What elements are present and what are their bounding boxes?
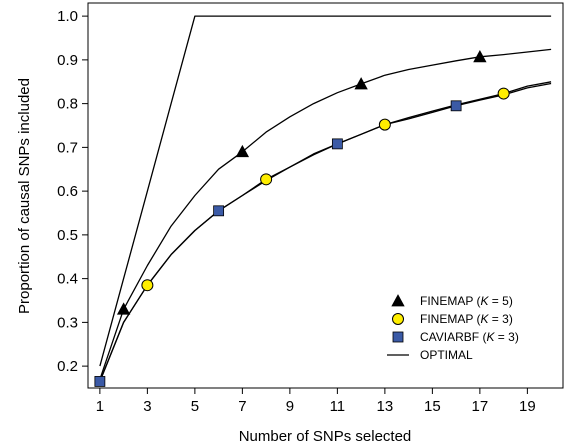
- series-line-3: [99, 15, 552, 367]
- y-tick-label: 0.4: [57, 271, 78, 288]
- y-axis: 0.2 0.3 0.4 0.5 0.6 0.7 0.8 0.9 1.0: [57, 8, 88, 375]
- series-0-point: [354, 77, 368, 90]
- legend-entry-2: CAVIARBF (K = 3): [420, 330, 519, 344]
- x-tick-label: 17: [472, 398, 489, 415]
- x-axis-label: Number of SNPs selected: [239, 428, 412, 445]
- x-tick-label: 9: [286, 398, 294, 415]
- legend-triangle-symbol: [391, 294, 405, 307]
- y-tick-label: 0.3: [57, 314, 78, 331]
- y-tick-label: 0.7: [57, 139, 78, 156]
- y-tick-label: 0.6: [57, 183, 78, 200]
- series-2-point: [213, 205, 225, 217]
- series-2-point: [331, 138, 343, 150]
- series-line-2: [99, 82, 552, 382]
- series-2-point: [450, 100, 462, 112]
- y-tick-label: 0.9: [57, 52, 78, 69]
- series-1-point: [260, 173, 273, 186]
- legend-entry-0: FINEMAP (K = 5): [420, 294, 513, 308]
- legend-entry-1: FINEMAP (K = 3): [420, 312, 513, 326]
- series-1-point: [497, 87, 510, 100]
- series-0-point: [116, 302, 131, 315]
- y-tick-label: 0.5: [57, 227, 78, 244]
- legend-circle-symbol: [392, 313, 404, 325]
- series-0-point: [473, 49, 487, 63]
- y-tick-label: 0.8: [57, 96, 78, 113]
- series-0-point: [235, 144, 250, 158]
- legend: FINEMAP (K = 5) FINEMAP (K = 3) CAVIARBF (…: [387, 294, 519, 362]
- x-tick-label: 1: [96, 398, 104, 415]
- series-markers: [94, 49, 510, 387]
- x-tick-label: 7: [238, 398, 246, 415]
- plot-frame: [87, 2, 564, 389]
- legend-entry-3: OPTIMAL: [420, 348, 473, 362]
- y-tick-label: 0.2: [57, 358, 78, 375]
- x-tick-label: 19: [519, 398, 536, 415]
- y-tick-label: 1.0: [57, 8, 78, 25]
- x-tick-label: 11: [330, 398, 346, 415]
- y-axis-label: Proportion of causal SNPs included: [16, 78, 33, 314]
- x-tick-label: 5: [191, 398, 199, 415]
- x-axis: 1 3 5 7 9 11 13 15 17 19: [96, 388, 536, 415]
- x-tick-label: 15: [424, 398, 441, 415]
- series-2-point: [94, 376, 106, 387]
- x-tick-label: 3: [143, 398, 151, 415]
- series-lines: [99, 15, 552, 382]
- series-1-point: [378, 118, 391, 131]
- legend-square-symbol: [392, 331, 404, 343]
- x-tick-label: 13: [377, 398, 394, 415]
- series-1-point: [141, 279, 154, 292]
